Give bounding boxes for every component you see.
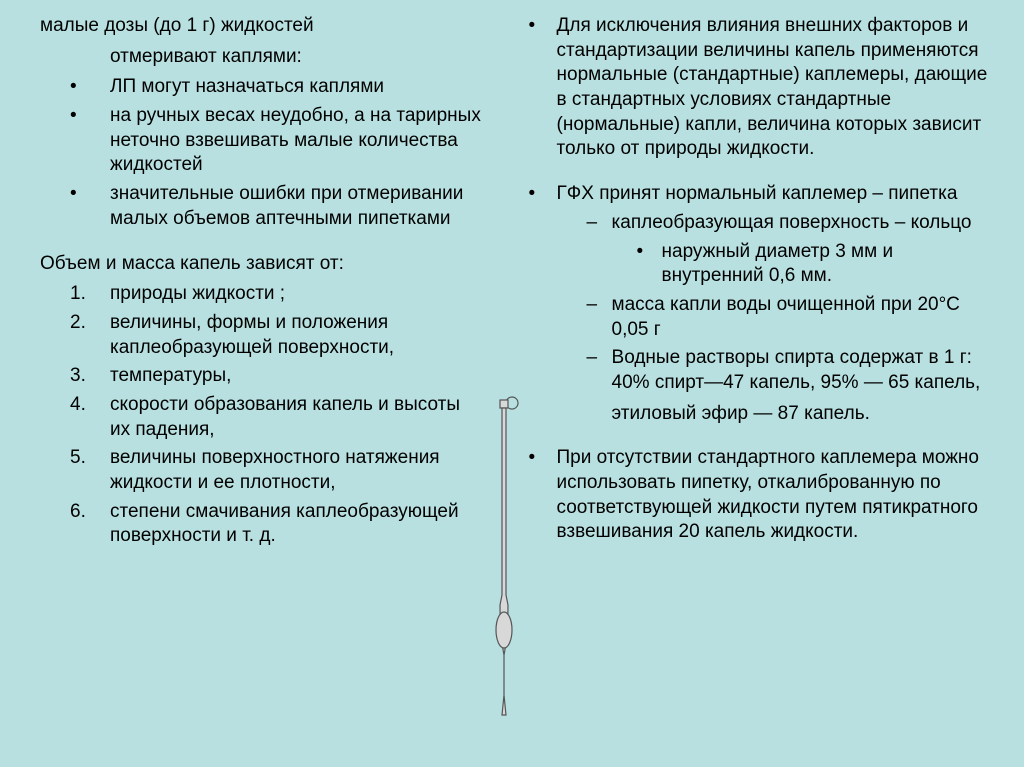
list-item: 6.степени смачивания каплеобразующей пов… [70,500,482,549]
list-item: каплеобразующая поверхность – кольцо нар… [587,211,999,289]
bullet-list: ЛП могут назначаться каплями на ручных в… [70,75,482,231]
list-item: значительные ошибки при отмеривании малы… [70,182,482,231]
list-item: ГФХ принят нормальный каплемер – пипетка… [557,182,999,426]
list-item: 2.величины, формы и положения каплеобраз… [70,311,482,360]
list-item: масса капли воды очищенной при 20°С 0,05… [587,293,999,342]
list-item: наружный диаметр 3 мм и внутренний 0,6 м… [637,240,999,289]
left-column: малые дозы (до 1 г) жидкостей отмеривают… [0,0,492,767]
list-item: Водные растворы спирта содержат в 1 г: 4… [587,346,999,395]
intro-text-cont: отмеривают каплями: [110,45,482,70]
pipette-icon [490,395,520,725]
list-item: 5.величины поверхностного натяжения жидк… [70,446,482,495]
section-title: Объем и масса капель зависят от: [40,252,482,277]
intro-text: малые дозы (до 1 г) жидкостей [70,14,482,39]
list-item: на ручных весах неудобно, а на тарирных … [70,104,482,178]
standalone-text: этиловый эфир — 87 капель. [612,402,999,427]
numbered-list: 1.природы жидкости ; 2.величины, формы и… [70,282,482,549]
list-item: ЛП могут назначаться каплями [70,75,482,100]
list-item: 3.температуры, [70,364,482,389]
main-list: Для исключения влияния внешних факторов … [557,14,999,545]
list-item: При отсутствии стандартного каплемера мо… [557,446,999,545]
list-item: Для исключения влияния внешних факторов … [557,14,999,162]
right-column: Для исключения влияния внешних факторов … [492,0,1024,767]
list-item: 1.природы жидкости ; [70,282,482,307]
list-item: 4.скорости образования капель и высоты и… [70,393,482,442]
